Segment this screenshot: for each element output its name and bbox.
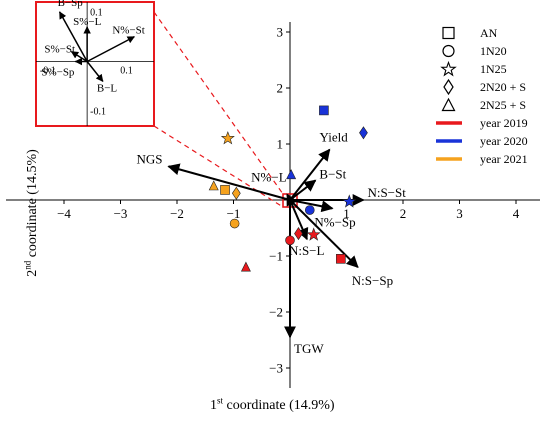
x-tick-label: 3 <box>456 206 463 221</box>
point-triangle <box>240 261 251 272</box>
axes: −4 −3 −2 −1 1 2 3 4 −3 −2 −1 1 2 3 <box>6 22 540 388</box>
y-tick-label: 1 <box>277 137 284 152</box>
diamond-icon <box>436 78 462 96</box>
x-tick-label: −4 <box>57 206 71 221</box>
x-tick-label: 4 <box>513 206 520 221</box>
point-circle <box>304 205 315 215</box>
inset-vector-label: B−L <box>97 82 118 94</box>
point-circle <box>229 218 240 229</box>
vector-arrow <box>289 199 359 269</box>
point-diamond <box>231 186 241 200</box>
vector-arrow <box>286 193 298 207</box>
point-star <box>342 194 357 208</box>
x-tick-label: 2 <box>400 206 407 221</box>
vector-label: N:S−Sp <box>352 273 393 288</box>
inset-x-tick-label: -0.1 <box>40 66 56 77</box>
loading-vectors: NGS Yield B−St N:S−St N%−L N%−Sp N:S−L N:S−Sp TG… <box>137 130 407 357</box>
orange-line-icon <box>436 150 462 168</box>
vector-label: N%−L <box>251 169 287 184</box>
legend: AN 1N20 1N25 2N20 + S 2N25 + S year 2019… <box>436 24 528 168</box>
point-triangle <box>286 169 297 180</box>
zoom-connector-line <box>153 125 284 208</box>
legend-item-2n25s: 2N25 + S <box>436 96 528 114</box>
inset-vector-arrow <box>58 11 88 62</box>
y-tick-label: −3 <box>269 361 283 376</box>
point-diamond <box>294 227 303 241</box>
y-axis-title: 2nd coordinate (14.5%) <box>22 149 40 277</box>
legend-item-year-2019: year 2019 <box>436 114 528 132</box>
legend-label: 2N25 + S <box>480 97 527 112</box>
legend-item-1n20: 1N20 <box>436 42 528 60</box>
point-square <box>319 105 329 116</box>
inset-vector-arrow <box>70 50 88 63</box>
red-line-icon <box>436 114 462 132</box>
point-square <box>336 254 346 264</box>
inset-vector-label: S%−St <box>44 44 75 56</box>
vector-label: TGW <box>294 341 324 356</box>
point-circle <box>285 235 295 246</box>
zoom-connector-line <box>153 11 284 195</box>
square-icon <box>436 24 462 42</box>
inset-vector-arrow <box>86 36 135 63</box>
inset-zoom-panel: -0.1 0.1 0.1 -0.1 B−Sp S%−L N%−St S%−St S%−Sp B−L <box>35 0 155 127</box>
inset-vector-label: N%−St <box>112 25 144 37</box>
inset-vector-label: B−Sp <box>58 0 84 9</box>
point-triangle <box>208 180 219 191</box>
vector-label: N:S−L <box>289 243 325 258</box>
legend-label: year 2019 <box>480 115 528 130</box>
legend-item-1n25: 1N25 <box>436 60 528 78</box>
vector-arrow <box>289 199 309 241</box>
inset-vector-label: S%−Sp <box>41 67 75 79</box>
star-icon <box>436 60 462 78</box>
inset-x-tick-label: 0.1 <box>120 66 133 77</box>
triangle-icon <box>436 96 462 114</box>
vector-label: Yield <box>320 130 349 145</box>
point-diamond <box>359 126 368 140</box>
vector-label: B−St <box>319 166 346 181</box>
circle-icon <box>436 42 462 60</box>
y-tick-label: 2 <box>277 81 284 96</box>
legend-item-2n20s: 2N20 + S <box>436 78 528 96</box>
x-axis-title: 1st coordinate (14.9%) <box>210 395 335 413</box>
point-square <box>220 185 230 195</box>
inset-frame <box>35 1 155 127</box>
x-tick-label: 1 <box>343 206 350 221</box>
x-tick-label: −3 <box>114 206 128 221</box>
x-tick-label: −1 <box>227 206 241 221</box>
blue-line-icon <box>436 132 462 150</box>
legend-label: 1N25 <box>480 61 507 76</box>
point-star <box>306 227 321 241</box>
legend-label: year 2021 <box>480 151 528 166</box>
y-tick-label: 3 <box>277 25 284 40</box>
y-tick-label: −2 <box>269 305 283 320</box>
legend-item-year-2020: year 2020 <box>436 132 528 150</box>
vector-label: N%−Sp <box>314 214 355 229</box>
inset-vector-label: S%−L <box>73 16 101 28</box>
score-points <box>208 105 368 272</box>
inset-y-tick-label: -0.1 <box>90 107 106 118</box>
inset-vector-arrow <box>86 61 104 82</box>
inset-y-tick-label: 0.1 <box>90 7 103 18</box>
legend-item-an: AN <box>436 24 528 42</box>
vector-arrow <box>289 148 331 201</box>
vector-label: NGS <box>137 151 163 166</box>
legend-label: AN <box>480 25 498 40</box>
legend-label: 1N20 <box>480 43 507 58</box>
x-tick-label: −2 <box>170 206 184 221</box>
legend-item-year-2021: year 2021 <box>436 150 528 168</box>
legend-label: 2N20 + S <box>480 79 527 94</box>
y-tick-label: −1 <box>269 249 283 264</box>
vector-arrow <box>167 163 291 201</box>
point-star <box>220 131 235 145</box>
legend-label: year 2020 <box>480 133 528 148</box>
vector-arrow <box>289 199 334 213</box>
vector-label: N:S−St <box>367 185 406 200</box>
